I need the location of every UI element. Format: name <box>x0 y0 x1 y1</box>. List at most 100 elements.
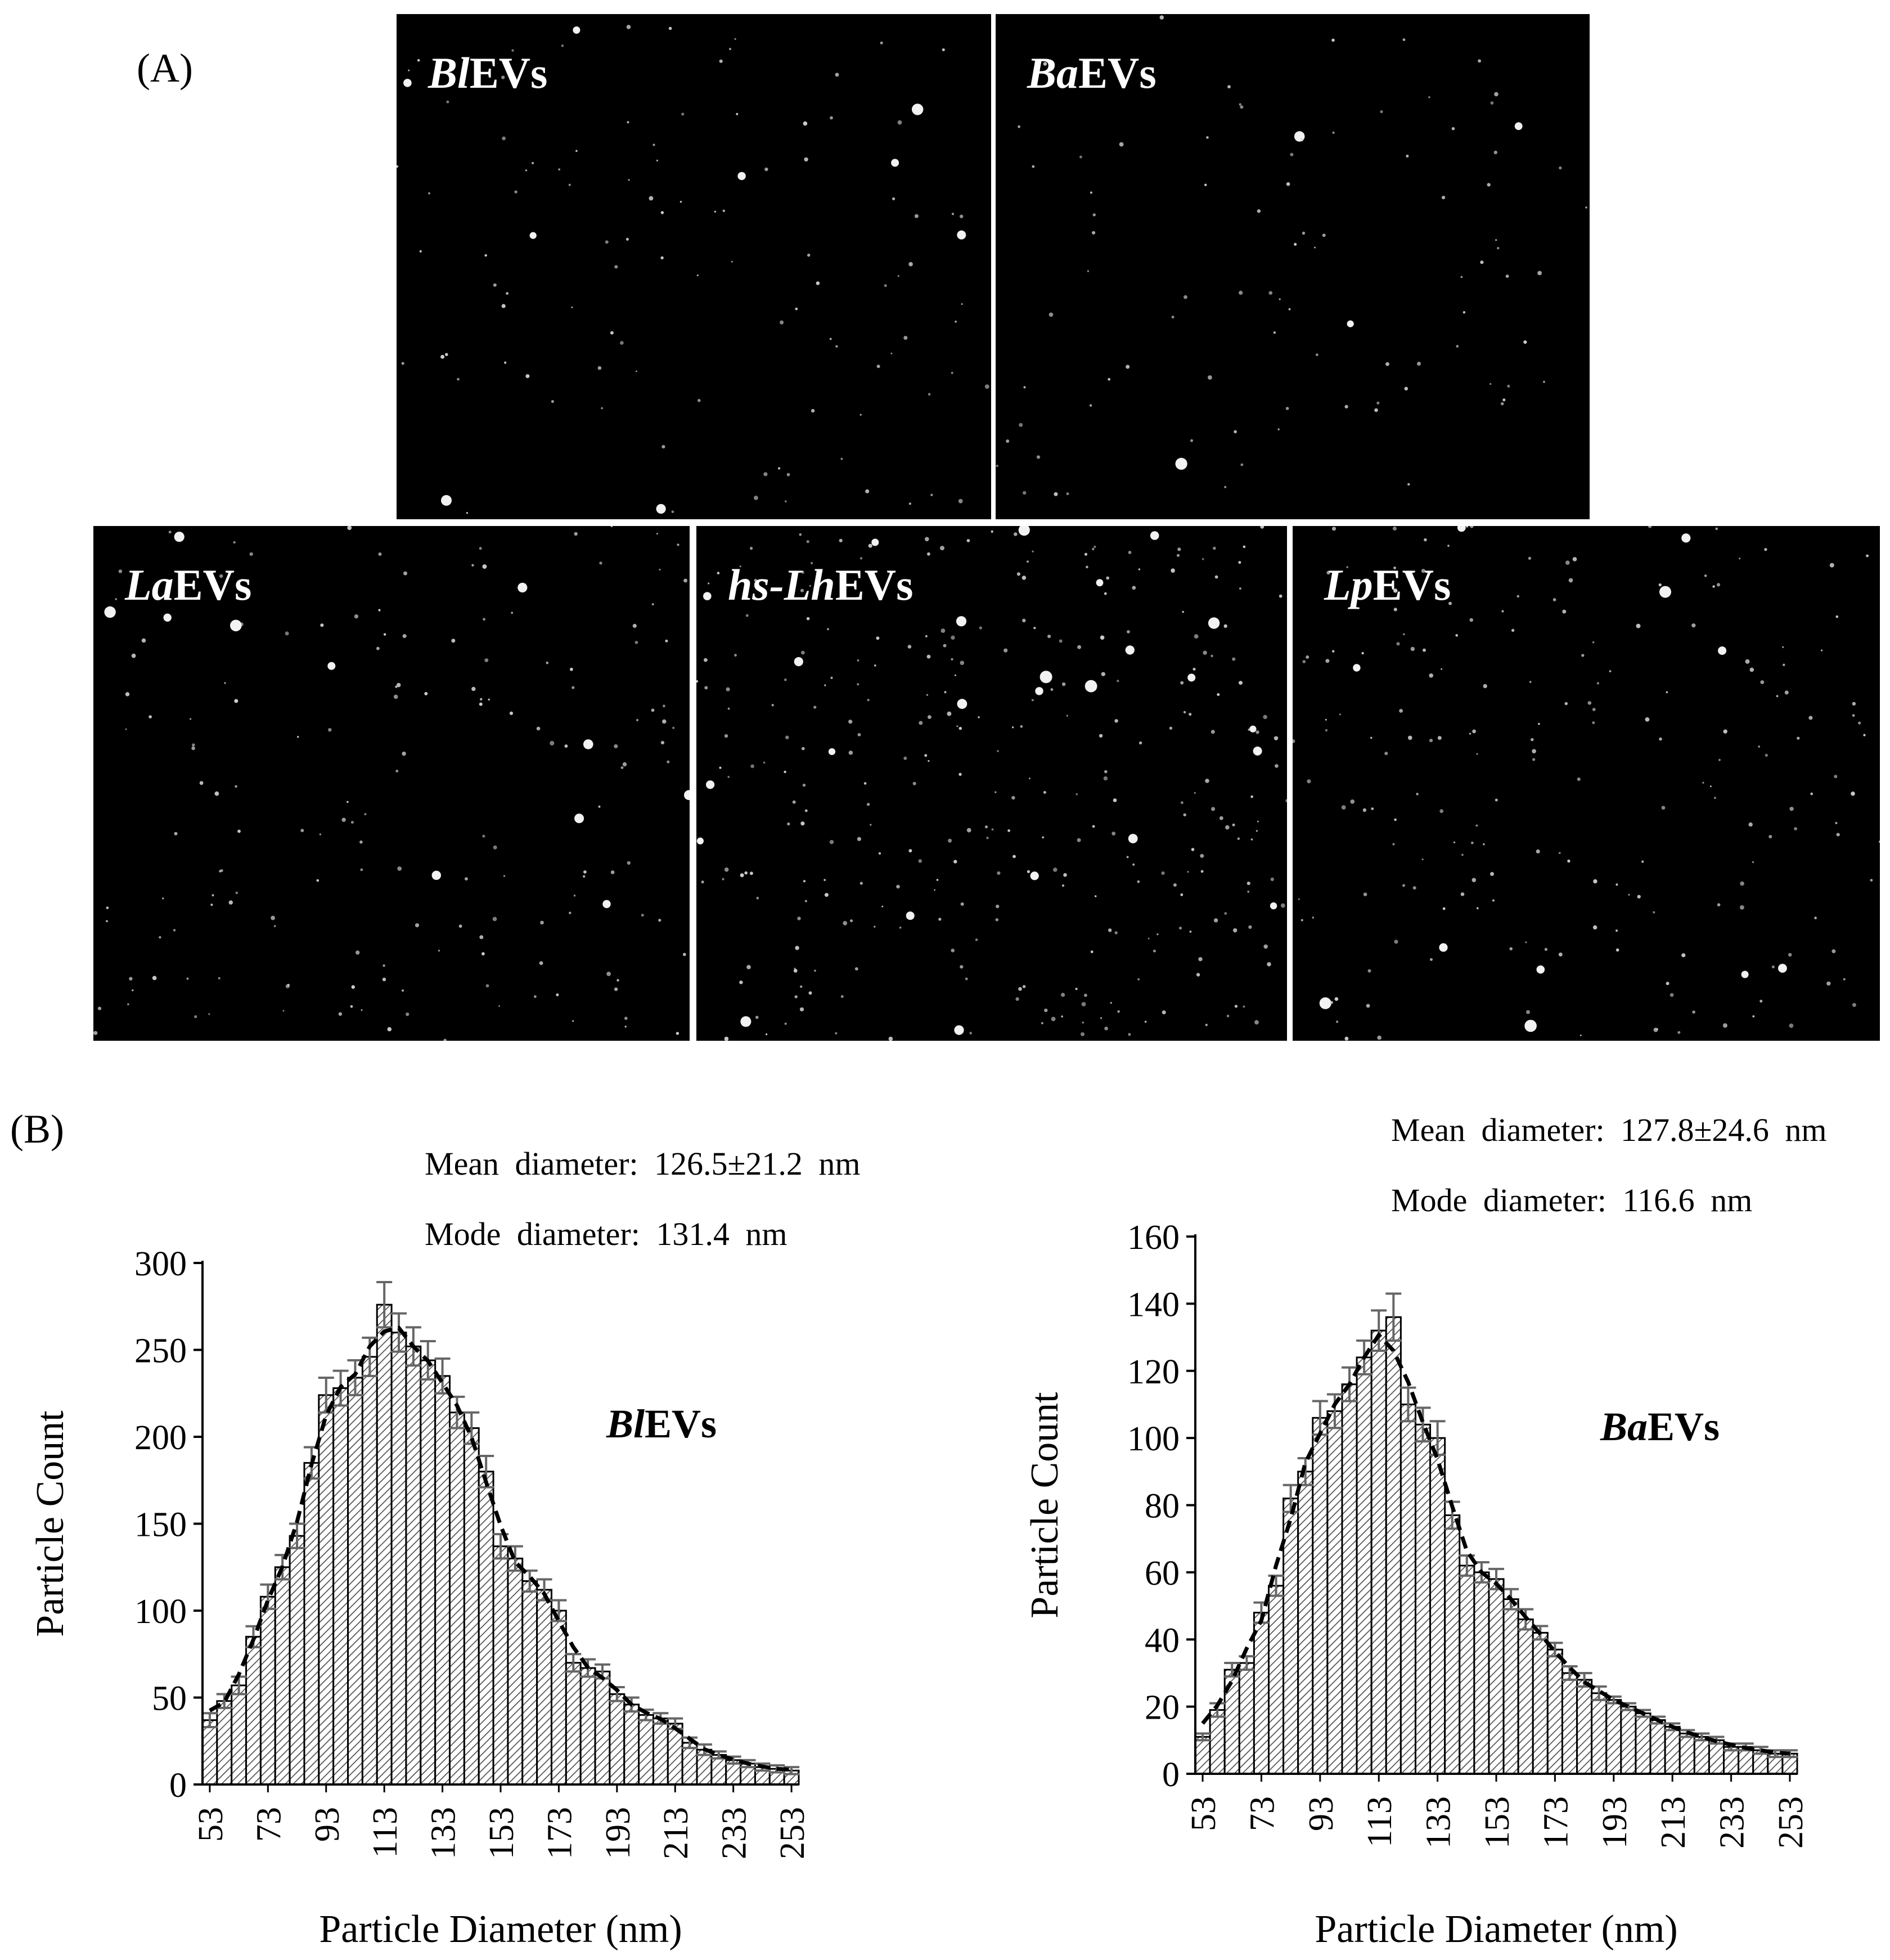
particle-dot <box>1042 836 1045 839</box>
particle-dot <box>1470 526 1474 528</box>
particle-dot <box>614 987 618 991</box>
particle-dot <box>1273 331 1276 334</box>
particle-dot <box>194 1015 197 1018</box>
particle-dot <box>1189 930 1192 933</box>
particle-dot <box>1061 992 1065 997</box>
particle-dot <box>1332 650 1335 653</box>
particle-dot <box>960 902 964 906</box>
particle-dot <box>991 530 993 533</box>
particle-dot <box>1196 973 1200 977</box>
particle-dot <box>1637 894 1641 899</box>
particle-dot <box>651 603 654 606</box>
particle-dot <box>125 728 127 730</box>
particle-dot <box>1331 527 1336 531</box>
particle-dot <box>1580 1035 1582 1036</box>
particle-dot <box>1128 1033 1131 1036</box>
particle-dot <box>1764 548 1767 551</box>
particle-dot <box>951 372 953 374</box>
particle-dot <box>1243 1005 1245 1008</box>
histogram-bar <box>347 1377 363 1786</box>
micrograph-label-italic: Ba <box>1027 48 1079 97</box>
particle-dot <box>1084 552 1087 556</box>
particle-dot <box>958 727 962 730</box>
particle-dot <box>1524 1019 1537 1032</box>
particle-dot <box>1180 893 1184 896</box>
particle-dot <box>575 150 578 152</box>
particle-dot <box>350 1005 353 1008</box>
particle-dot <box>1493 150 1497 155</box>
y-tick-label: 80 <box>1145 1487 1180 1526</box>
particle-dot <box>1233 928 1238 933</box>
particle-dot <box>965 977 968 981</box>
error-bar <box>1268 1574 1284 1597</box>
particle-dot <box>1393 608 1397 612</box>
particle-dot <box>1702 781 1704 784</box>
particle-dot <box>1341 805 1346 810</box>
error-bar <box>289 1522 305 1549</box>
particle-dot <box>651 708 655 712</box>
micrograph-ba: BaEVs <box>996 14 1590 519</box>
particle-dot <box>1562 609 1567 614</box>
particle-dot <box>504 361 507 364</box>
particle-dot <box>1285 407 1289 410</box>
particle-dot <box>1087 270 1090 272</box>
particle-dot <box>926 694 929 696</box>
particle-dot <box>1821 649 1823 651</box>
particle-dot <box>850 919 853 923</box>
particle-dot <box>681 113 685 116</box>
particle-dot <box>536 726 541 731</box>
particle-dot <box>860 882 863 885</box>
particle-dot <box>1183 711 1186 714</box>
particle-dot <box>228 900 233 905</box>
histogram-bar <box>1370 1329 1387 1775</box>
particle-dot <box>574 813 584 824</box>
particle-dot <box>287 983 290 987</box>
particle-dot <box>210 903 213 906</box>
x-tick-label: 213 <box>657 1807 695 1859</box>
particle-dot <box>800 650 805 655</box>
particle-dot <box>1239 587 1241 590</box>
particle-dot <box>485 984 489 988</box>
particle-dot <box>868 543 872 548</box>
particle-dot <box>1565 560 1570 565</box>
particle-dot <box>402 989 404 992</box>
y-tick-label: 0 <box>169 1766 187 1805</box>
particle-dot <box>1274 736 1279 740</box>
particle-dot <box>1061 1015 1063 1018</box>
particle-dot <box>1015 997 1019 1001</box>
y-tick-label: 250 <box>134 1332 187 1370</box>
particle-dot <box>827 628 829 631</box>
x-tick-label: 193 <box>1596 1796 1634 1849</box>
particle-dot <box>484 658 489 662</box>
particle-dot <box>159 936 161 939</box>
particle-dot <box>1428 96 1430 98</box>
particle-dot <box>801 570 804 574</box>
particle-dot <box>546 662 549 664</box>
particle-dot <box>1829 563 1834 568</box>
particle-dot <box>1448 601 1452 605</box>
particle-dot <box>1275 764 1279 768</box>
particle-dot <box>443 1039 447 1041</box>
particle-dot <box>1150 531 1159 540</box>
particle-dot <box>1691 623 1696 628</box>
micrograph-label: BlEVs <box>428 48 547 98</box>
x-tick-label: 253 <box>773 1807 812 1859</box>
particle-dot <box>408 69 410 71</box>
particle-dot <box>870 824 872 826</box>
particle-dot <box>1227 85 1231 89</box>
particle-dot <box>1043 62 1047 66</box>
particle-dot <box>1214 575 1218 579</box>
chart2-mean-diameter: Mean diameter: 127.8±24.6 nm <box>1391 1112 1827 1148</box>
particle-dot <box>1043 791 1046 794</box>
particle-dot <box>1536 965 1545 974</box>
particle-dot <box>925 537 929 542</box>
particle-dot <box>955 320 957 323</box>
y-tick-label: 100 <box>134 1593 187 1631</box>
y-tick-label: 160 <box>1127 1219 1180 1257</box>
particle-dot <box>1469 618 1473 622</box>
particle-dot <box>1794 827 1797 830</box>
particle-dot <box>1128 834 1138 843</box>
particle-dot <box>701 880 704 884</box>
particle-dot <box>624 1026 627 1028</box>
particle-dot <box>1344 404 1348 409</box>
